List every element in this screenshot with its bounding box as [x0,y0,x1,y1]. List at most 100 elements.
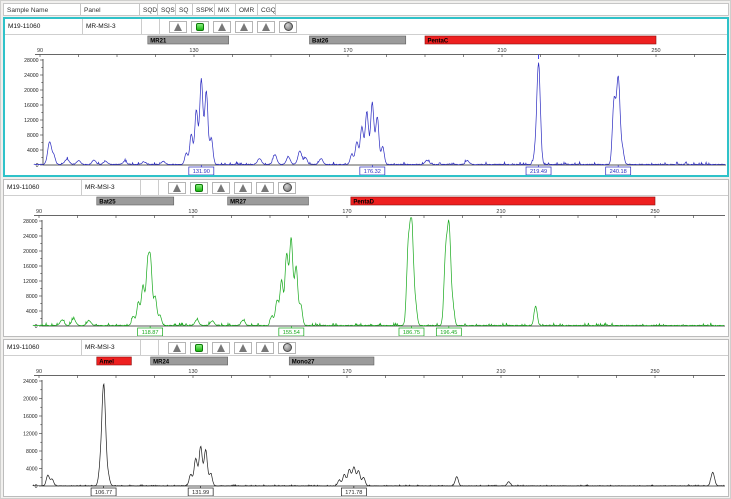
column-header-sqs[interactable]: SQS [158,3,176,16]
panel-name-cell[interactable]: MR-MSI-3 [82,180,141,195]
marker-band-label: MR21 [150,39,167,45]
peak-size-label-box[interactable] [605,166,632,175]
marker-band-MR27[interactable] [227,196,309,206]
electropherogram-panel-1[interactable]: MR21 Bat26 PentaC 90 130 170 210 250 0 4000 8000 12… [5,35,727,175]
sqd-cell [141,340,159,355]
omr-flag[interactable] [256,181,274,194]
column-header-sspk[interactable]: SSPK [193,3,215,16]
marker-band-PentaC[interactable] [424,35,657,45]
cgq-flag[interactable] [278,181,296,194]
sq-flag[interactable] [190,181,208,194]
panel-name-cell[interactable]: MR-MSI-3 [82,340,141,355]
y-axis-label: 12000 [23,279,38,285]
y-axis-label: 12000 [23,431,38,437]
y-axis-label: 16000 [23,264,38,270]
cgq-flag[interactable] [279,20,297,33]
mix-flag[interactable] [234,341,252,354]
marker-band-label: Bat25 [99,200,116,206]
peak-size-label-box[interactable] [187,487,214,496]
mix-flag[interactable] [234,181,252,194]
ruler-tick-label: 170 [342,209,351,215]
y-axis-label: 24000 [23,379,38,385]
sspk-flag[interactable] [212,341,230,354]
peak-size-label: 106.77 [95,490,112,496]
ruler-tick-label: 250 [650,209,659,215]
trace-line [32,382,725,487]
sample-name-cell[interactable]: M19-11060 [4,340,82,355]
sspk-flag[interactable] [213,20,231,33]
marker-band-Bat26[interactable] [309,35,407,45]
sample-block-1[interactable]: M19-11060 MR-MSI-3 MR21 Bat26 PentaC 90 130 1… [3,17,729,177]
peak-size-label-box[interactable] [359,166,386,175]
y-axis-label: 28000 [23,219,38,225]
marker-band-MR21[interactable] [147,35,229,45]
marker-band-Mono27[interactable] [288,356,375,366]
green-square-icon [195,183,203,192]
peak-size-label-box[interactable] [525,166,552,175]
column-header-sqd[interactable]: SQD [140,3,158,16]
peak-size-label-box[interactable] [188,166,215,175]
ruler-tick-label: 90 [36,369,42,375]
sspk-flag[interactable] [212,181,230,194]
ruler-tick-label: 210 [497,48,506,54]
sq-flag[interactable] [190,341,208,354]
ruler-tick-label: 170 [342,369,351,375]
sqs-flag[interactable] [168,181,186,194]
column-header-omr[interactable]: OMR [236,3,258,16]
panel-name-cell[interactable]: MR-MSI-3 [83,19,142,34]
y-axis-label: 8000 [26,294,38,300]
sample-name-cell[interactable]: M19-11060 [4,180,82,195]
omr-flag[interactable] [257,20,275,33]
y-axis-label: 20000 [24,88,39,94]
y-axis-label: 4000 [26,309,38,315]
column-header-mix[interactable]: MIX [215,3,236,16]
sqs-flag[interactable] [169,20,187,33]
column-header-sq[interactable]: SQ [176,3,193,16]
sq-flag[interactable] [191,20,209,33]
sample-block-3[interactable]: M19-11060 MR-MSI-3 Amel MR24 Mono27 90 130 17… [3,339,729,497]
electropherogram-panel-2[interactable]: Bat25 MR27 PentaD 90 130 170 210 250 0 4000 8000 12… [4,196,726,336]
peak-size-label: 131.90 [193,169,210,175]
ruler-tick-label: 130 [189,48,198,54]
peak-size-label: 176.32 [364,169,381,175]
marker-band-label: PentaD [353,200,374,206]
peak-size-label-box[interactable] [341,487,367,496]
y-axis-label: 12000 [24,118,39,124]
trace-line [33,62,726,166]
sample-info-row-3[interactable]: M19-11060 MR-MSI-3 [4,340,728,356]
column-header-sample-name[interactable]: Sample Name [3,3,81,16]
mix-flag[interactable] [235,20,253,33]
green-square-icon [195,343,203,352]
omr-flag[interactable] [256,341,274,354]
gray-circle-icon [283,22,293,31]
marker-band-Bat25[interactable] [96,196,175,206]
y-axis-label: 24000 [23,234,38,240]
ruler-tick-label: 210 [496,369,505,375]
warning-triangle-icon [173,183,181,192]
peak-size-label: 131.99 [192,490,209,496]
peak-size-label-box[interactable] [90,487,117,496]
peak-size-label-box[interactable] [278,327,305,336]
sample-info-row-1[interactable]: M19-11060 MR-MSI-3 [5,19,727,35]
marker-band-label: Mono27 [292,360,315,366]
sqs-flag[interactable] [168,341,186,354]
electropherogram-panel-3[interactable]: Amel MR24 Mono27 90 130 170 210 250 0 4000 8000 120… [4,356,726,496]
cgq-flag[interactable] [278,341,296,354]
marker-band-MR24[interactable] [150,356,228,366]
peak-size-label-box[interactable] [137,327,163,336]
warning-triangle-icon [173,343,181,352]
sample-name-cell[interactable]: M19-11060 [5,19,83,34]
gray-circle-icon [282,183,292,192]
column-header-panel[interactable]: Panel [81,3,140,16]
sample-block-2[interactable]: M19-11060 MR-MSI-3 Bat25 MR27 PentaD 90 130 1… [3,179,729,337]
peak-size-label-box[interactable] [398,327,425,336]
peak-size-label: 155.54 [283,330,300,336]
column-header-cgq[interactable]: CGQ [258,3,276,16]
warning-triangle-icon [217,183,225,192]
peak-size-label: 240.18 [610,169,627,175]
warning-triangle-icon [217,343,225,352]
marker-band-PentaD[interactable] [350,196,656,206]
marker-band-Amel[interactable] [96,356,132,366]
peak-size-label-box[interactable] [435,327,462,336]
sample-info-row-2[interactable]: M19-11060 MR-MSI-3 [4,180,728,196]
